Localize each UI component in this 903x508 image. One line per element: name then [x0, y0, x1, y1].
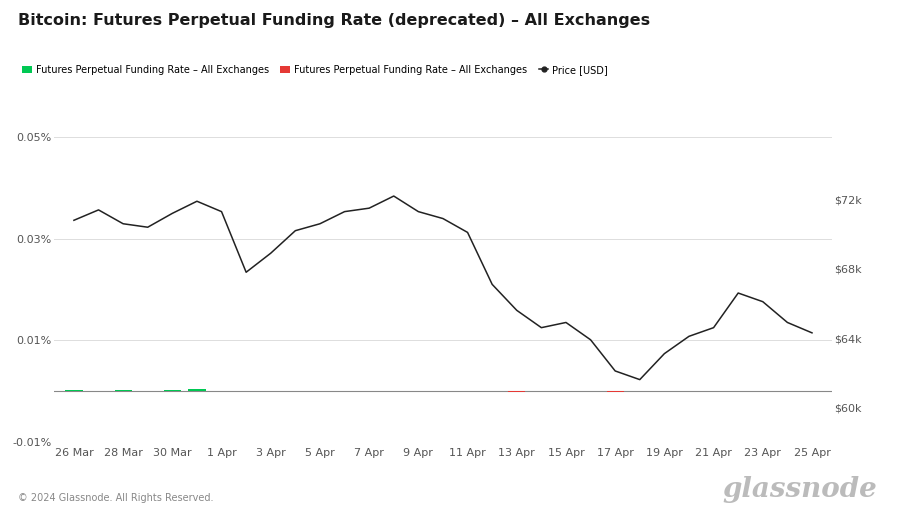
Bar [163, 390, 181, 391]
Text: Bitcoin: Futures Perpetual Funding Rate (deprecated) – All Exchanges: Bitcoin: Futures Perpetual Funding Rate … [18, 13, 649, 28]
Text: © 2024 Glassnode. All Rights Reserved.: © 2024 Glassnode. All Rights Reserved. [18, 493, 213, 503]
Bar [188, 389, 205, 391]
Legend: Futures Perpetual Funding Rate – All Exchanges, Futures Perpetual Funding Rate –: Futures Perpetual Funding Rate – All Exc… [18, 61, 611, 79]
Text: glassnode: glassnode [721, 476, 876, 503]
